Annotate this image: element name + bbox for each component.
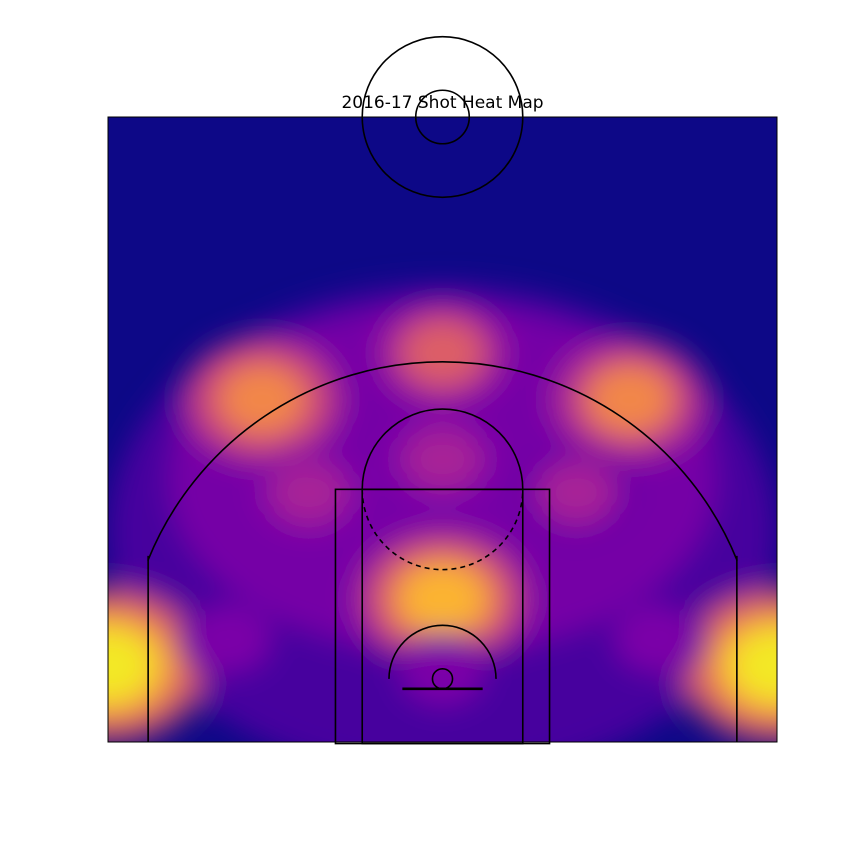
heat-level (221, 367, 302, 432)
inner-paint-box (361, 488, 524, 745)
free-throw-bottom-arc (361, 489, 524, 571)
free-throw-top-arc (361, 408, 524, 490)
heat-spot-paint-short-range (352, 528, 533, 670)
restricted-area-arc (388, 624, 497, 679)
heat-level (406, 430, 479, 489)
heat-level (108, 630, 153, 701)
heat-level (273, 464, 345, 522)
heat-level (590, 367, 670, 432)
heat-level (404, 322, 481, 384)
heat-spot-free-throw-area (382, 411, 503, 508)
heat-level (400, 565, 485, 633)
three-point-arc (147, 361, 738, 561)
heat-level (732, 630, 777, 701)
heat-spot-restricted-area (392, 632, 493, 713)
heat-spot-right-elbow (518, 447, 634, 539)
heat-layer (108, 285, 777, 742)
heat-spot-top-of-key-three (370, 296, 515, 410)
plot-frame (107, 116, 778, 743)
heat-spot-left-elbow (249, 446, 368, 540)
heat-level (622, 611, 691, 667)
heat-spot-left-mid-baseline (176, 597, 280, 680)
heat-spot-right-mid-baseline (605, 597, 709, 680)
heat-spot-right-corner-three (674, 585, 777, 742)
heat-spot-left-wing-three (179, 335, 345, 465)
heat-spot-right-wing-three (548, 336, 711, 464)
heat-level (194, 611, 263, 667)
heat-level (541, 464, 612, 522)
heat-level (408, 644, 477, 700)
chart-title: 2016-17 Shot Heat Map (341, 93, 544, 113)
